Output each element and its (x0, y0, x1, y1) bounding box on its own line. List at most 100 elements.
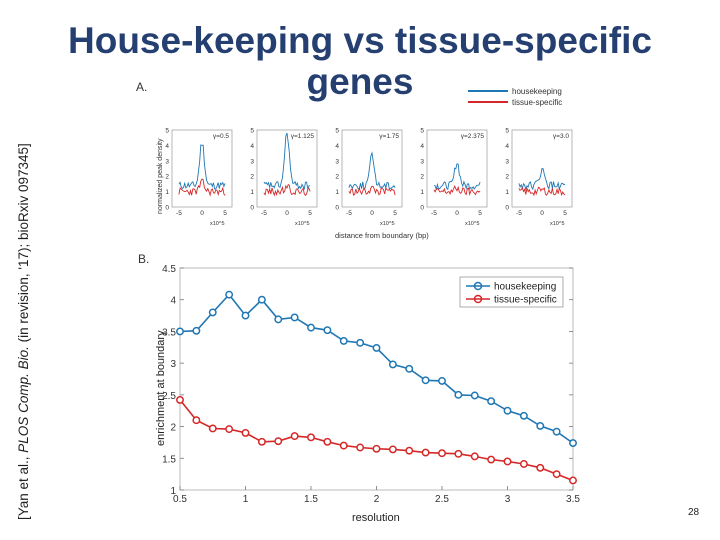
subplot-line-tissue-specific (348, 185, 396, 196)
data-point-housekeeping (339, 336, 348, 345)
data-point-tissue-specific (225, 425, 234, 434)
panel-a-legend: housekeeping tissue-specific (468, 87, 562, 107)
data-point-housekeeping (176, 327, 184, 336)
data-point-housekeeping (323, 326, 332, 335)
subplot-y-tick: 3 (505, 158, 509, 165)
subplot-gamma: γ=0.5 (213, 133, 229, 140)
subplot-frame (256, 129, 318, 208)
data-point-tissue-specific (536, 463, 545, 472)
data-point-housekeeping (503, 406, 512, 415)
subplot-gamma: γ=2.375 (461, 133, 485, 140)
data-point-tissue-specific (290, 432, 299, 441)
data-point-tissue-specific (503, 457, 512, 466)
subplot-y-tick: 4 (250, 143, 254, 150)
subplot-gamma: γ=3.0 (553, 133, 569, 140)
subplot-scale-label: x10^5 (550, 221, 565, 227)
data-point-housekeeping (257, 295, 266, 304)
subplot-x-tick: -5 (261, 210, 267, 217)
subplot-y-tick: 3 (335, 158, 339, 165)
data-point-tissue-specific (339, 441, 348, 450)
subplot-2: γ=1.125 -5 0 5 x10^5 0 1 2 3 4 5 (250, 128, 318, 227)
panel-a-subplots: γ=0.5 -5 0 5 x10^5 0 1 2 3 4 5 γ=1.125 -5 0 5 x10^5 0 1 2 3… (165, 128, 573, 227)
subplot-y-tick: 5 (505, 128, 509, 135)
y-tick-label: 1 (170, 486, 176, 497)
x-tick-label: 3 (505, 494, 511, 505)
legend-marker-housekeeping (473, 281, 483, 291)
subplot-x-tick: 0 (540, 210, 544, 217)
data-point-housekeeping (307, 323, 315, 332)
data-point-tissue-specific (323, 437, 332, 446)
subplot-line-tissue-specific (518, 186, 566, 197)
subplot-x-tick: 0 (370, 210, 374, 217)
series-line-housekeeping (179, 293, 574, 444)
subplot-scale-label: x10^5 (295, 221, 310, 227)
data-point-housekeeping (208, 308, 217, 317)
data-point-housekeeping (454, 390, 463, 399)
subplot-frame (511, 129, 573, 208)
series-group (176, 290, 577, 485)
subplot-y-tick: 1 (505, 189, 509, 196)
subplot-y-tick: 1 (250, 189, 254, 196)
subplot-x-tick: -5 (346, 210, 352, 217)
data-point-tissue-specific (487, 455, 496, 464)
y-tick-label: 3.5 (162, 327, 176, 338)
x-tick-label: 1 (243, 494, 249, 505)
data-point-tissue-specific (552, 470, 561, 479)
legend-marker-tissue-specific (473, 294, 483, 304)
data-point-tissue-specific (208, 424, 217, 433)
title-line-2: genes (306, 61, 414, 103)
subplot-x-tick: 5 (563, 210, 567, 217)
subplot-x-tick: 0 (455, 210, 459, 217)
data-point-housekeeping (241, 311, 250, 320)
subplot-x-tick: 0 (285, 210, 289, 217)
subplot-line-housekeeping (518, 167, 566, 191)
subplot-scale-label: x10^5 (380, 221, 395, 227)
subplot-x-tick: 0 (200, 210, 204, 217)
subplot-line-tissue-specific (178, 178, 226, 197)
subplot-y-tick: 5 (335, 128, 339, 135)
subplot-frame (426, 129, 488, 208)
subplot-y-tick: 2 (250, 174, 254, 181)
panel-a-label: A. (136, 80, 148, 94)
subplot-y-tick: 4 (165, 143, 169, 150)
subplot-line-tissue-specific (263, 183, 311, 197)
data-point-housekeeping (421, 376, 430, 385)
y-tick-label: 3 (170, 359, 176, 370)
data-point-housekeeping (552, 427, 561, 436)
subplot-y-tick: 0 (165, 205, 169, 212)
subplot-x-tick: 5 (393, 210, 397, 217)
data-point-housekeeping (438, 376, 446, 385)
y-tick-label: 2.5 (162, 391, 176, 402)
data-point-tissue-specific (192, 416, 201, 425)
subplot-y-tick: 5 (420, 128, 424, 135)
panel-b-label: B. (138, 252, 150, 266)
subplot-frame (341, 129, 403, 208)
data-point-housekeeping (519, 411, 528, 420)
data-point-tissue-specific (454, 449, 463, 458)
panel-a-figure: housekeeping tissue-specific normalized … (157, 87, 573, 240)
subplot-y-tick: 0 (250, 205, 254, 212)
subplot-y-tick: 5 (250, 128, 254, 135)
panel-a-ylabel: normalized peak density (157, 138, 164, 214)
subplot-y-tick: 1 (335, 189, 339, 196)
data-point-tissue-specific (569, 476, 577, 485)
subplot-y-tick: 3 (420, 158, 424, 165)
data-point-tissue-specific (470, 452, 479, 461)
subplot-y-tick: 0 (335, 205, 339, 212)
subplot-line-tissue-specific (433, 185, 481, 197)
data-point-tissue-specific (274, 437, 283, 446)
subplot-gamma: γ=1.125 (291, 133, 315, 140)
data-point-tissue-specific (438, 449, 446, 458)
data-point-housekeeping (356, 338, 365, 347)
subplot-y-tick: 2 (505, 174, 509, 181)
title-line-1: House-keeping vs tissue-specific (68, 20, 652, 61)
data-point-housekeeping (569, 439, 577, 448)
data-point-housekeeping (372, 343, 381, 352)
data-point-tissue-specific (519, 460, 528, 468)
data-point-tissue-specific (307, 433, 315, 442)
data-point-housekeeping (274, 315, 283, 324)
data-point-housekeeping (536, 421, 545, 430)
data-point-tissue-specific (421, 448, 430, 457)
subplot-y-tick: 4 (505, 143, 509, 150)
y-tick-label: 1.5 (162, 454, 176, 465)
